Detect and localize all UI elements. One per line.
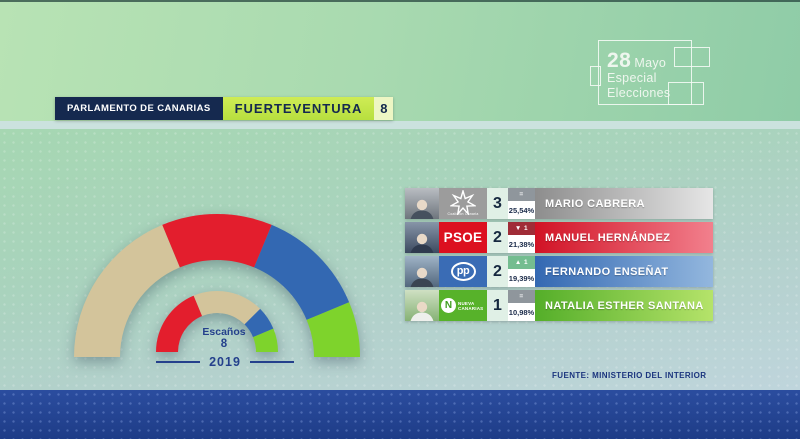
change-and-percentage: ▲ 1 19,39% [508, 256, 535, 287]
candidate-name: NATALIA ESTHER SANTANA [535, 290, 713, 321]
vote-percentage: 10,98% [508, 303, 535, 321]
divider-line [249, 361, 294, 363]
seat-change-badge: = [508, 290, 535, 303]
source-credit: FUENTE: MINISTERIO DEL INTERIOR [552, 371, 707, 380]
seats-count: 1 [487, 290, 508, 321]
badge-frame-icon [590, 66, 601, 86]
comparison-year: 2019 [209, 355, 241, 369]
seats-hemicycle-chart: Escaños 8 2019 [74, 214, 360, 384]
institution-label: PARLAMENTO DE CANARIAS [55, 97, 223, 120]
hemicycle-svg [74, 214, 360, 357]
seat-change-badge: ▼ 1 [508, 222, 535, 235]
header-bar: PARLAMENTO DE CANARIAS FUERTEVENTURA 8 [55, 97, 394, 120]
result-row-psoe: PSOE 2 ▼ 1 21,38% MANUEL HERNÁNDEZ [405, 222, 713, 253]
region-label: FUERTEVENTURA [222, 97, 375, 120]
band-separator [0, 121, 800, 129]
party-logo-psoe: PSOE [439, 222, 487, 253]
person-silhouette-icon [410, 267, 434, 287]
person-silhouette-icon [410, 199, 434, 219]
result-row-nueva-canarias: N NUEVA CANARIAS 1 = 10,98% NATALIA ESTH… [405, 290, 713, 321]
candidate-name: MANUEL HERNÁNDEZ [535, 222, 713, 253]
party-logo-nc: N NUEVA CANARIAS [439, 290, 487, 321]
party-logo-cc: Coalición Canaria [439, 188, 487, 219]
seats-total: 8 [220, 338, 228, 351]
cc-star-icon [450, 190, 476, 216]
chart-center-label: Escaños 8 [74, 326, 374, 351]
badge-line2: Especial [607, 71, 657, 85]
bottom-band [0, 390, 800, 439]
nc-disc-icon: N [441, 298, 456, 313]
candidate-name: MARIO CABRERA [535, 188, 713, 219]
candidate-photo [405, 188, 439, 219]
party-logo-pp: pp [439, 256, 487, 287]
candidate-photo [405, 222, 439, 253]
badge-text: 28 Mayo Especial Elecciones [607, 49, 671, 100]
party-logo-label: PSOE [443, 230, 483, 245]
badge-frame-icon [668, 82, 704, 105]
badge-day: 28 [607, 49, 632, 72]
seats-count: 2 [487, 256, 508, 287]
change-and-percentage: = 10,98% [508, 290, 535, 321]
vote-percentage: 19,39% [508, 269, 535, 287]
results-table: Coalición Canaria 3 = 25,54% MARIO CABRE… [405, 188, 713, 324]
seats-count: 3 [487, 188, 508, 219]
vote-percentage: 21,38% [508, 235, 535, 253]
vote-percentage: 25,54% [508, 201, 535, 219]
candidate-photo [405, 256, 439, 287]
badge-month: Mayo [634, 56, 667, 70]
region-total-seats: 8 [374, 97, 394, 120]
result-row-pp: pp 2 ▲ 1 19,39% FERNANDO ENSEÑAT [405, 256, 713, 287]
change-and-percentage: ▼ 1 21,38% [508, 222, 535, 253]
top-edge-line [0, 0, 800, 2]
party-logo-label: Coalición Canaria [447, 212, 479, 217]
candidate-name: FERNANDO ENSEÑAT [535, 256, 713, 287]
seat-change-badge: ▲ 1 [508, 256, 535, 269]
seats-word: Escaños [202, 326, 246, 338]
divider-line [156, 361, 201, 363]
badge-line3: Elecciones [607, 85, 671, 100]
pp-circle-icon: pp [450, 262, 476, 281]
seats-count: 2 [487, 222, 508, 253]
person-silhouette-icon [410, 233, 434, 253]
badge-frame-icon [674, 47, 710, 67]
party-logo-label: NUEVA CANARIAS [458, 300, 484, 311]
badge-frame-icon [598, 40, 692, 105]
result-row-coalicion-canaria: Coalición Canaria 3 = 25,54% MARIO CABRE… [405, 188, 713, 219]
seat-change-badge: = [508, 188, 535, 201]
candidate-photo [405, 290, 439, 321]
change-and-percentage: = 25,54% [508, 188, 535, 219]
chart-year-label: 2019 [82, 355, 368, 369]
person-silhouette-icon [410, 301, 434, 321]
